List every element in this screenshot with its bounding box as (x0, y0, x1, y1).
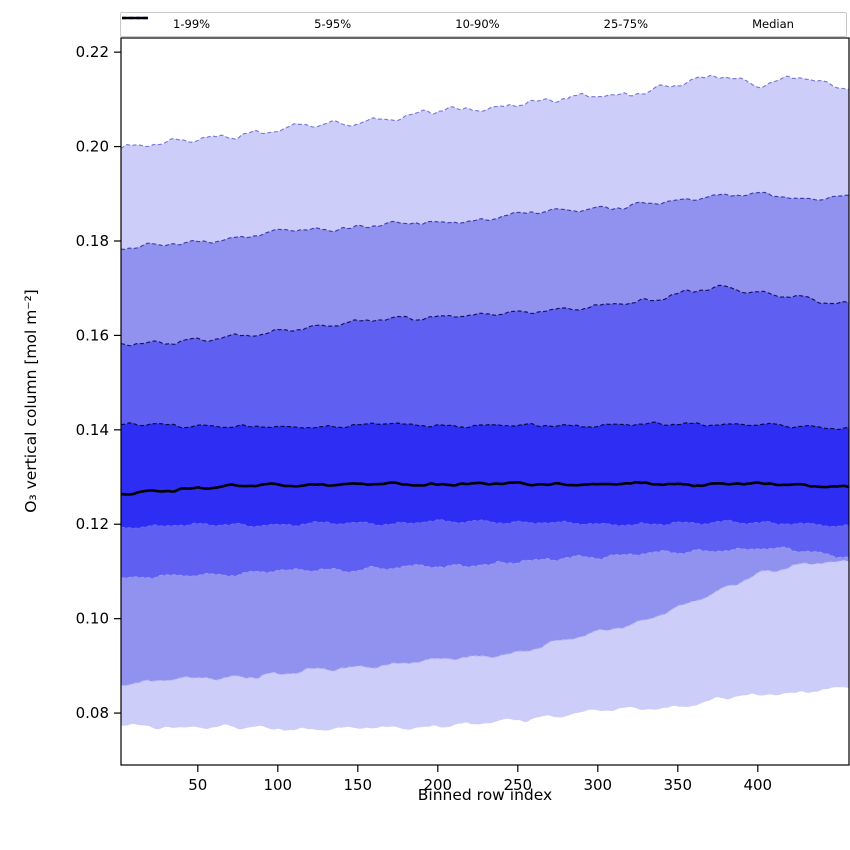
band-upper-edge-5-95% (121, 191, 849, 250)
y-tick-label: 0.16 (76, 326, 109, 344)
x-tick-label: 300 (583, 776, 612, 794)
legend-entry-10-90%: 10-90% (122, 16, 500, 31)
x-axis-label: Binned row index (418, 786, 552, 804)
y-axis-label: O₃ vertical column [mol m⁻²] (22, 289, 40, 512)
percentile-edge-lines (121, 74, 849, 687)
median-line (121, 480, 849, 496)
percentile-bands (121, 75, 849, 731)
legend-entry-Median: Median (122, 16, 794, 31)
legend-line-icon (122, 16, 148, 20)
x-tick-label: 250 (503, 776, 532, 794)
legend-entry-5-95%: 5-95% (122, 16, 352, 31)
y-tick-label: 0.10 (76, 610, 109, 628)
x-tick-label: 100 (263, 776, 292, 794)
x-tick-label: 200 (423, 776, 452, 794)
x-tick-label: 400 (743, 776, 772, 794)
y-tick-label: 0.08 (76, 704, 109, 722)
y-tick-label: 0.12 (76, 515, 109, 533)
legend-label: 10-90% (455, 16, 500, 31)
legend-entry-25-75%: 25-75% (122, 16, 649, 31)
band-lower-edge-5-95% (121, 560, 849, 687)
x-tick-label: 150 (343, 776, 372, 794)
plot-frame (120, 37, 850, 766)
band-25-75% (121, 422, 849, 529)
y-tick-label: 0.20 (76, 138, 109, 156)
axis-ticks: 0.08 0.10 0.12 0.14 0.16 0.18 0.20 0.22 50 100 150… (76, 43, 773, 794)
legend-label: 1-99% (173, 16, 211, 31)
y-tick-label: 0.22 (76, 43, 109, 61)
legend-label: Median (752, 16, 794, 31)
legend-label: 25-75% (603, 16, 649, 31)
x-tick-label: 50 (188, 776, 207, 794)
legend-entry-1-99%: 1-99% (122, 16, 211, 31)
band-lower-edge-10-90% (121, 546, 849, 580)
x-tick-label: 350 (663, 776, 692, 794)
band-upper-edge-1-99% (121, 74, 849, 150)
band-upper-edge-25-75% (121, 421, 849, 431)
band-upper-edge-10-90% (121, 284, 849, 347)
y-tick-label: 0.18 (76, 232, 109, 250)
legend-label: 5-95% (314, 16, 352, 31)
legend: 1-99% 5-95% 10-90% 25-75% Median (120, 12, 847, 37)
y-tick-label: 0.14 (76, 421, 109, 439)
